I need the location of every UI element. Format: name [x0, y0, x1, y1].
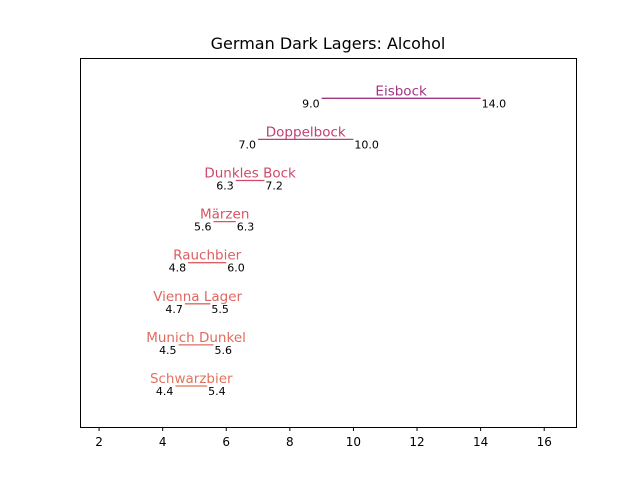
range-category-label: Rauchbier	[173, 248, 242, 264]
range-max-label: 5.4	[208, 385, 226, 398]
x-tick-label: 10	[346, 435, 361, 449]
range-category-label: Eisbock	[375, 83, 427, 99]
range-category-label: Schwarzbier	[150, 371, 233, 387]
range-min-label: 9.0	[302, 97, 320, 110]
range-item: Doppelbock 7.0 10.0	[239, 124, 379, 151]
x-tick-label: 2	[95, 435, 103, 449]
range-max-label: 6.0	[227, 262, 245, 275]
range-min-label: 4.7	[165, 303, 183, 316]
x-tick-label: 6	[222, 435, 230, 449]
range-max-label: 6.3	[237, 221, 255, 234]
range-category-label: Märzen	[200, 207, 249, 223]
plot-area	[80, 58, 577, 428]
range-min-label: 7.0	[239, 138, 257, 151]
range-min-label: 6.3	[216, 180, 234, 193]
chart-title: German Dark Lagers: Alcohol	[211, 34, 446, 53]
range-category-label: Vienna Lager	[153, 289, 242, 305]
range-min-label: 4.5	[159, 344, 177, 357]
range-min-label: 5.6	[194, 221, 212, 234]
range-min-label: 4.4	[156, 385, 174, 398]
range-max-label: 10.0	[354, 138, 379, 151]
range-max-label: 5.5	[211, 303, 229, 316]
range-min-label: 4.8	[169, 262, 187, 275]
range-category-label: Dunkles Bock	[204, 166, 296, 182]
range-max-label: 14.0	[482, 97, 507, 110]
x-tick-label: 8	[286, 435, 294, 449]
x-tick-label: 12	[409, 435, 424, 449]
x-tick-label: 4	[159, 435, 167, 449]
range-item: Eisbock 9.0 14.0	[302, 83, 506, 110]
range-category-label: Munich Dunkel	[146, 330, 246, 346]
x-tick-label: 16	[537, 435, 552, 449]
range-category-label: Doppelbock	[266, 124, 346, 140]
x-axis: 2 4 6 8 10 12 14 16	[95, 427, 552, 449]
range-max-label: 7.2	[265, 180, 283, 193]
range-max-label: 5.6	[215, 344, 233, 357]
x-tick-label: 14	[473, 435, 488, 449]
